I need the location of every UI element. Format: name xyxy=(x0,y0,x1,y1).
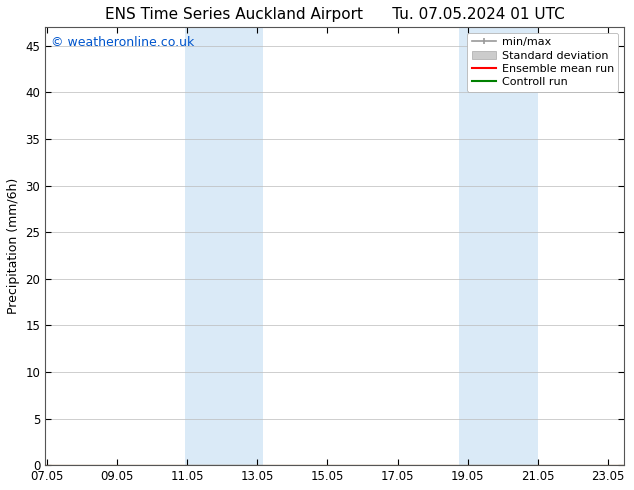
Title: ENS Time Series Auckland Airport      Tu. 07.05.2024 01 UTC: ENS Time Series Auckland Airport Tu. 07.… xyxy=(105,7,564,22)
Bar xyxy=(186,27,262,465)
Text: © weatheronline.co.uk: © weatheronline.co.uk xyxy=(51,36,194,49)
Legend: min/max, Standard deviation, Ensemble mean run, Controll run: min/max, Standard deviation, Ensemble me… xyxy=(467,33,618,92)
Bar xyxy=(459,27,538,465)
Y-axis label: Precipitation (mm/6h): Precipitation (mm/6h) xyxy=(7,178,20,315)
